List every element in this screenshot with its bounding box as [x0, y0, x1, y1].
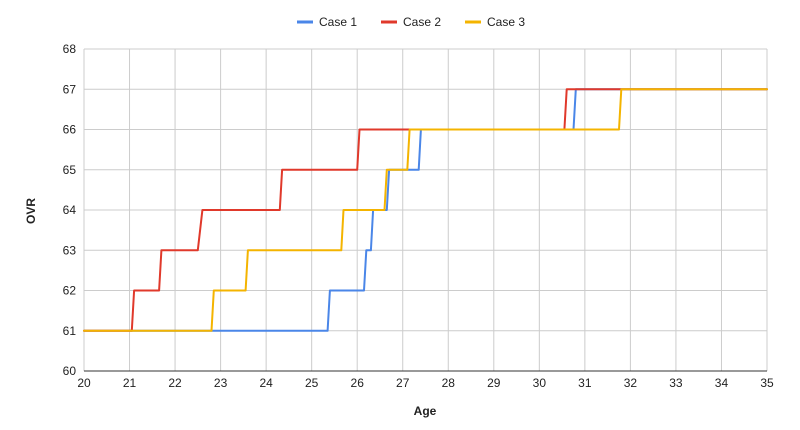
- chart-grid: [83, 48, 768, 372]
- legend-item[interactable]: Case 1: [297, 15, 357, 29]
- x-tick-label: 25: [305, 376, 319, 390]
- y-axis-ticks: 60 61 62 63 64 65 66 67 68: [63, 42, 77, 378]
- x-tick-label: 35: [760, 376, 774, 390]
- y-tick-label: 65: [63, 163, 77, 177]
- x-tick-label: 33: [669, 376, 683, 390]
- x-tick-label: 30: [533, 376, 547, 390]
- x-tick-label: 27: [396, 376, 410, 390]
- y-axis-title: OVR: [24, 198, 38, 224]
- y-tick-label: 61: [63, 324, 77, 338]
- x-tick-label: 24: [259, 376, 273, 390]
- x-tick-label: 21: [123, 376, 137, 390]
- x-tick-label: 31: [578, 376, 592, 390]
- x-tick-label: 26: [351, 376, 365, 390]
- legend-item[interactable]: Case 2: [381, 15, 441, 29]
- series-line-case-3: [83, 88, 768, 332]
- x-tick-label: 20: [77, 376, 91, 390]
- chart-series: [83, 88, 768, 332]
- x-tick-label: 32: [624, 376, 638, 390]
- y-tick-label: 62: [63, 284, 77, 298]
- y-tick-label: 66: [63, 123, 77, 137]
- x-tick-label: 34: [715, 376, 729, 390]
- x-tick-label: 22: [168, 376, 182, 390]
- y-tick-label: 60: [63, 364, 77, 378]
- x-tick-label: 29: [487, 376, 501, 390]
- x-tick-label: 28: [442, 376, 456, 390]
- legend-label: Case 2: [403, 15, 441, 29]
- y-tick-label: 63: [63, 243, 77, 257]
- legend-label: Case 3: [487, 15, 525, 29]
- chart-legend[interactable]: Case 1 Case 2 Case 3: [297, 15, 525, 29]
- x-axis-ticks: 20 21 22 23 24 25 26 27 28 29 30 31 32 33 34 35: [77, 376, 774, 390]
- y-tick-label: 68: [63, 42, 77, 56]
- legend-item[interactable]: Case 3: [465, 15, 525, 29]
- legend-label: Case 1: [319, 15, 357, 29]
- x-tick-label: 23: [214, 376, 228, 390]
- y-tick-label: 67: [63, 82, 77, 96]
- x-axis-title: Age: [414, 404, 437, 418]
- y-tick-label: 64: [63, 203, 77, 217]
